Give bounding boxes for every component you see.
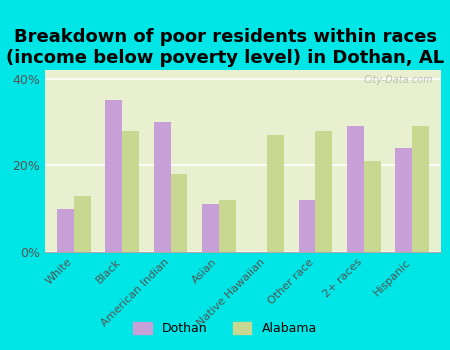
Bar (202, 204, 219, 252)
Bar (267, 135, 284, 252)
Bar (171, 174, 188, 252)
Bar (57, 209, 74, 252)
Bar (219, 200, 236, 252)
Bar (298, 200, 315, 252)
Bar (347, 126, 364, 252)
Bar (105, 100, 122, 252)
Bar (315, 131, 333, 252)
Bar (395, 148, 412, 252)
Bar (364, 161, 381, 252)
Bar (153, 122, 171, 252)
Text: Breakdown of poor residents within races
(income below poverty level) in Dothan,: Breakdown of poor residents within races… (6, 28, 444, 67)
Bar (122, 131, 139, 252)
Text: City-Data.com: City-Data.com (364, 76, 433, 85)
Legend: Dothan, Alabama: Dothan, Alabama (128, 317, 322, 340)
Bar (74, 196, 91, 252)
Bar (412, 126, 429, 252)
